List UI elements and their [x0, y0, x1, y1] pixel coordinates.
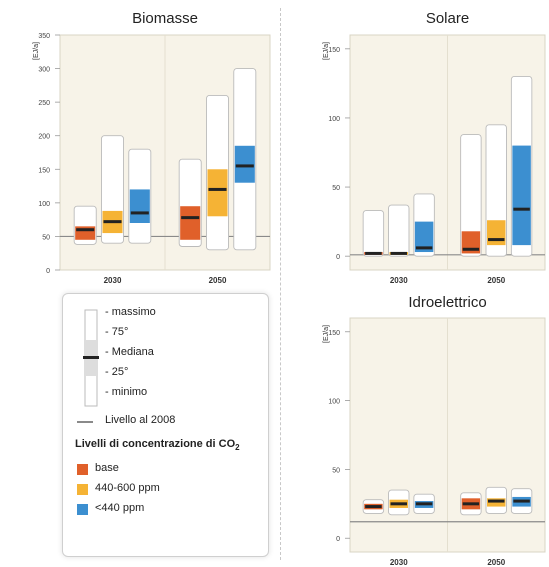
x-category-label-solare-2050: 2050 [487, 276, 505, 285]
median-mark-idroelettrico-2030-0 [365, 505, 382, 509]
legend-median-label: - Mediana [105, 346, 154, 358]
quartile-box-biomasse-2050-2 [234, 145, 255, 183]
y-tick-label-idroelettrico: 50 [332, 467, 340, 474]
legend-box-key [83, 309, 99, 407]
legend-key-median [83, 356, 99, 359]
panel-divider [280, 8, 281, 560]
legend-label-base: base [95, 462, 119, 474]
chart-title-solare: Solare [425, 10, 470, 27]
y-axis-label-solare: [EJ/a] [323, 42, 330, 60]
quartile-box-solare-2030-2 [414, 221, 434, 253]
median-mark-idroelettrico-2030-2 [415, 502, 433, 506]
quartile-box-biomasse-2050-0 [180, 206, 201, 240]
y-tick-label-biomasse: 0 [46, 268, 50, 275]
median-mark-biomasse-2030-1 [103, 220, 122, 224]
median-mark-solare-2050-1 [488, 238, 505, 242]
y-axis-label-idroelettrico: [EJ/a] [323, 325, 330, 343]
x-category-label-biomasse-2030: 2030 [104, 276, 122, 285]
median-mark-solare-2050-0 [462, 247, 480, 251]
y-tick-label-biomasse: 100 [38, 201, 50, 208]
y-tick-label-biomasse: 250 [38, 100, 50, 107]
range-box-solare-2050-0 [460, 134, 482, 257]
y-tick-label-biomasse: 350 [38, 33, 50, 40]
chart-title-idroelettrico: Idroelettrico [408, 294, 487, 311]
quartile-box-biomasse-2050-1 [207, 169, 228, 217]
legend-concentration-title: Livelli di concentrazione di CO2 [75, 438, 240, 452]
legend-p25-label: - 25° [105, 366, 129, 378]
legend-swatch-mid [77, 484, 88, 495]
y-tick-label-idroelettrico: 100 [328, 399, 340, 406]
median-mark-solare-2030-0 [365, 251, 382, 255]
legend-swatch-base [77, 464, 88, 475]
median-mark-idroelettrico-2030-1 [390, 502, 407, 506]
median-mark-biomasse-2050-1 [208, 187, 227, 191]
y-tick-label-idroelettrico: 150 [328, 330, 340, 337]
y-tick-label-solare: 100 [328, 116, 340, 123]
legend-max-label: - massimo [105, 306, 156, 318]
quartile-box-solare-2050-1 [487, 220, 506, 246]
median-mark-biomasse-2030-2 [130, 211, 149, 215]
y-axis-label-biomasse: [EJ/a] [33, 42, 40, 60]
y-tick-label-solare: 50 [332, 185, 340, 192]
legend-ref-line-label: Livello al 2008 [105, 414, 176, 426]
legend-panel: - massimo - 75° - Mediana - 25° - minimo… [62, 293, 269, 557]
median-mark-idroelettrico-2050-0 [462, 502, 480, 506]
x-category-label-biomasse-2050: 2050 [209, 276, 227, 285]
legend-label-low: <440 ppm [95, 502, 145, 514]
y-tick-label-biomasse: 50 [42, 234, 50, 241]
legend-label-mid: 440-600 ppm [95, 482, 160, 494]
y-tick-label-idroelettrico: 0 [336, 536, 340, 543]
y-tick-label-solare: 0 [336, 254, 340, 261]
y-tick-label-biomasse: 150 [38, 167, 50, 174]
x-category-label-solare-2030: 2030 [390, 276, 408, 285]
median-mark-idroelettrico-2050-1 [488, 499, 505, 503]
legend-swatch-low [77, 504, 88, 515]
median-mark-idroelettrico-2050-2 [513, 499, 530, 503]
legend-concentration-sub: 2 [235, 443, 240, 453]
x-category-label-idroelettrico-2050: 2050 [487, 558, 505, 567]
legend-ref-line-icon [77, 421, 93, 423]
median-mark-biomasse-2050-2 [235, 164, 254, 168]
y-tick-label-solare: 150 [328, 47, 340, 54]
y-tick-label-biomasse: 200 [38, 134, 50, 141]
y-tick-label-biomasse: 300 [38, 67, 50, 74]
quartile-box-biomasse-2030-2 [129, 189, 150, 223]
median-mark-solare-2030-2 [415, 246, 433, 250]
legend-concentration-text: Livelli di concentrazione di CO [75, 438, 236, 450]
median-mark-biomasse-2050-0 [181, 216, 200, 220]
median-mark-solare-2050-2 [513, 207, 530, 211]
chart-title-biomasse: Biomasse [132, 10, 198, 27]
median-mark-solare-2030-1 [390, 251, 407, 255]
range-box-solare-2030-0 [362, 210, 385, 257]
median-mark-biomasse-2030-0 [76, 228, 95, 232]
range-box-solare-2030-1 [388, 204, 410, 257]
legend-min-label: - minimo [105, 386, 148, 398]
quartile-box-solare-2050-2 [512, 145, 531, 246]
x-category-label-idroelettrico-2030: 2030 [390, 558, 408, 567]
legend-p75-label: - 75° [105, 326, 129, 338]
